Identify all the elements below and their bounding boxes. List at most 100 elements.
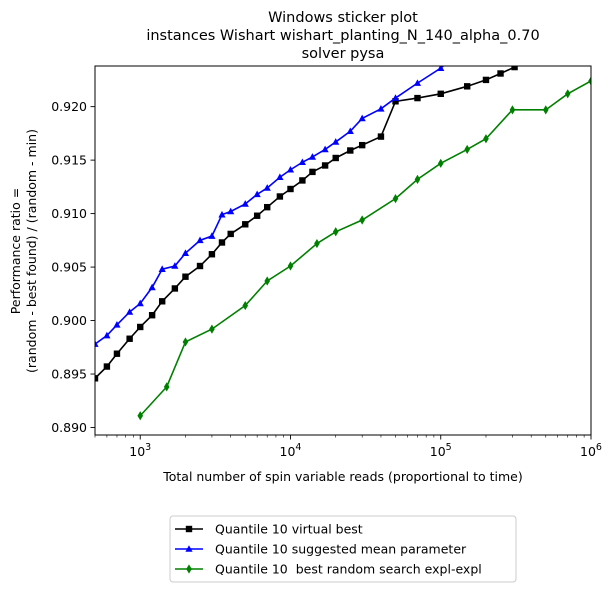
legend-frame [169, 515, 517, 583]
series-1-point-16 [264, 203, 271, 211]
series-3-point-3 [182, 337, 189, 347]
series-1-point-24 [358, 141, 366, 149]
legend-item-1: Quantile 10 virtual best [175, 522, 363, 537]
series-3-point-14 [464, 144, 471, 155]
series-3-point-7 [287, 261, 294, 271]
series-1-point-25 [377, 133, 385, 140]
series-1-point-28 [437, 90, 444, 98]
ticks-layer: 103 104 105 106 0.890 0.895 0.900 0.905 0.910 0.9… [51, 99, 602, 459]
y-tick-label-6: 0.915 [51, 153, 87, 168]
series-3-point-11 [392, 194, 399, 204]
series-3 [137, 76, 591, 421]
series-3-point-8 [314, 238, 320, 249]
series-3-point-16 [509, 105, 516, 115]
x-axis-label: Total number of spin variable reads (pro… [162, 469, 523, 484]
legend-marker-3 [186, 564, 192, 574]
series-3-point-2 [163, 382, 170, 392]
series-2-point-10 [196, 236, 204, 244]
series-1-point-31 [497, 70, 504, 77]
legend-items: Quantile 10 virtual best Quantile 10 sugg… [175, 522, 482, 577]
series-1-point-27 [414, 94, 421, 102]
series-1-point-13 [227, 230, 234, 238]
series-1-point-20 [309, 168, 316, 176]
series-2-point-2 [103, 331, 111, 339]
series-1-point-21 [321, 162, 329, 169]
series-1-point-32 [511, 66, 518, 71]
series-2-point-29 [443, 59, 450, 66]
series-3-point-19 [588, 76, 591, 86]
legend-marker-1 [185, 525, 193, 533]
series-1-point-5 [137, 323, 144, 331]
series-2-point-3 [113, 321, 121, 328]
x-tick-label-3: 105 [430, 442, 452, 459]
legend-label-2: Quantile 10 suggested mean parameter [215, 542, 467, 557]
series-3-point-1 [137, 411, 144, 421]
chart-title-line-2: instances Wishart wishart_planting_N_140… [146, 28, 539, 44]
series-1-point-11 [208, 251, 216, 258]
series-2-point-17 [276, 173, 284, 181]
series-2-point-28 [437, 66, 445, 71]
y-tick-label-7: 0.920 [51, 99, 87, 114]
series-2-point-20 [308, 153, 317, 160]
y-tick-label-2: 0.895 [51, 367, 87, 382]
series-1-point-29 [464, 83, 471, 90]
series-2-point-12 [218, 210, 226, 218]
series-1-point-19 [299, 177, 306, 184]
y-tick-label-4: 0.905 [51, 260, 87, 275]
series-2-point-1 [95, 340, 99, 347]
series-2-point-18 [286, 165, 295, 173]
x-tick-label-1: 103 [129, 442, 151, 459]
series-2-point-7 [158, 265, 166, 273]
y-tick-label-1: 0.890 [51, 420, 87, 435]
x-tick-label-2: 104 [280, 442, 302, 459]
series-3-point-12 [414, 174, 421, 184]
series-2-point-19 [298, 158, 306, 166]
plot-area [95, 66, 591, 435]
series-1-point-3 [113, 350, 121, 357]
series-1-point-6 [148, 312, 156, 319]
series-2-point-4 [126, 308, 134, 315]
series-2-point-13 [227, 207, 235, 215]
series-1 [95, 66, 518, 382]
series-1-point-2 [103, 363, 111, 370]
series-1-point-26 [392, 98, 399, 105]
series-1-point-18 [287, 185, 294, 193]
series-1-point-9 [182, 273, 189, 280]
series-2-point-15 [253, 190, 261, 198]
chart-title-line-1: Windows sticker plot [268, 10, 418, 26]
series-3-point-6 [264, 276, 271, 286]
y-axis-label-line-2: (random - best found) / (random - min) [24, 129, 39, 373]
series-1-point-8 [171, 285, 179, 292]
series-1-point-10 [196, 262, 204, 270]
series-1-point-15 [253, 212, 261, 219]
series-3-point-13 [437, 158, 444, 168]
legend: Quantile 10 virtual best Quantile 10 sugg… [169, 515, 517, 583]
legend-label-1: Quantile 10 virtual best [215, 522, 363, 537]
y-tick-label-3: 0.900 [51, 313, 87, 328]
series-2-point-22 [332, 138, 340, 145]
series-2-point-25 [377, 104, 385, 112]
series-1-point-4 [126, 335, 133, 342]
series-1-point-12 [218, 239, 226, 246]
legend-item-2: Quantile 10 suggested mean parameter [175, 542, 467, 557]
series-1-point-17 [276, 193, 284, 200]
series-1-point-22 [332, 154, 339, 162]
series-2-point-24 [358, 114, 366, 122]
legend-marker-2 [185, 545, 193, 552]
series-1-point-30 [482, 76, 490, 84]
series-1-point-14 [242, 221, 249, 228]
series-3-point-10 [359, 215, 365, 225]
series-2 [95, 59, 450, 347]
series-1-point-23 [347, 147, 354, 154]
series-3-point-4 [209, 324, 215, 334]
plot-frame [94, 65, 592, 436]
series-2-point-27 [413, 79, 422, 86]
series-3-point-9 [332, 227, 339, 237]
series-2-point-16 [263, 184, 271, 191]
legend-label-3: Quantile 10 best random search expl-expl [215, 562, 482, 577]
series-2-point-6 [148, 283, 156, 291]
x-tick-label-4: 106 [580, 442, 602, 459]
series-3-point-5 [242, 300, 249, 311]
series-2-point-5 [136, 299, 144, 307]
